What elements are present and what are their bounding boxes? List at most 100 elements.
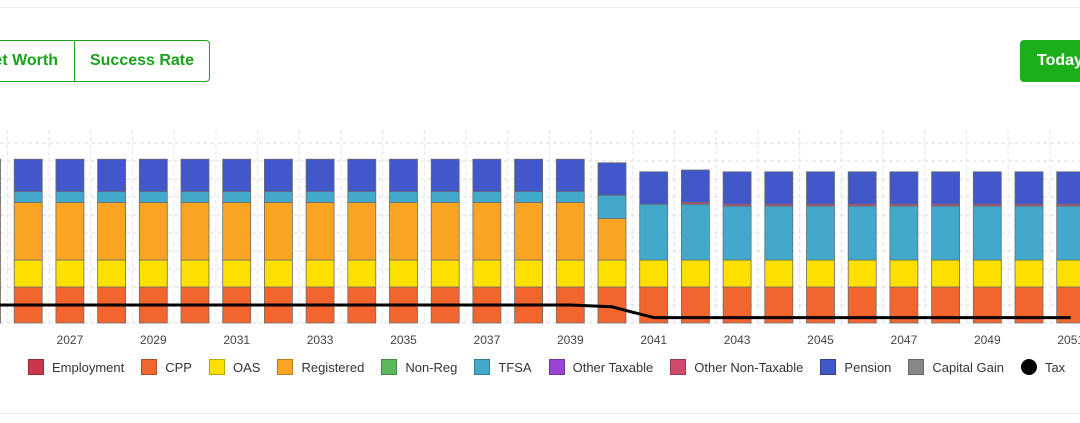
bar-segment-oas-2043 [722,259,752,288]
bar-segment-tfsa-2034 [347,191,377,203]
bar-segment-pension-2033 [305,158,335,193]
bar-segment-oas-2041 [639,259,669,288]
legend-item-pension[interactable]: Pension [820,359,891,375]
bar-segment-tfsa-2040 [597,194,627,219]
bar-segment-oas-2035 [389,259,418,288]
bar-segment-tfsa-2047 [889,205,919,261]
bar-segment-oas-2050 [1014,259,1044,288]
bar-segment-tfsa-2027 [55,191,85,203]
bar-segment-oas-2042 [681,259,710,288]
legend-swatch [474,359,491,375]
bar-segment-oas-2032 [263,259,293,288]
legend-item-capital-gain[interactable]: Capital Gain [908,359,1004,375]
x-tick-label: 2051 [1057,333,1080,347]
x-tick-label: 2035 [390,333,417,347]
legend-swatch [1020,359,1037,375]
x-tick-label: 2029 [140,333,167,347]
bar-segment-pension-2044 [764,171,794,205]
x-tick-label: 2033 [307,333,334,347]
bar-segment-pension-2046 [847,171,877,205]
legend-swatch [820,359,837,375]
bar-segment-tfsa-2037 [472,191,502,203]
bar-segment-pension-2029 [138,158,168,193]
legend-label: Employment [52,359,125,375]
legend-swatch [277,359,294,375]
bar-segment-registered-2026 [13,202,43,261]
bar-segment-oas-2040 [597,259,627,288]
bar-segment-oas-2033 [305,259,335,288]
bar-segment-pension-2030 [180,158,210,193]
legend-label: Capital Gain [932,359,1004,375]
bar-segment-pension-2025 [0,158,1,193]
x-tick-label: 2037 [474,333,501,347]
legend-swatch [548,359,565,375]
bar-segment-tfsa-2042 [681,203,710,261]
tax-line [0,303,1071,320]
bar-segment-registered-2037 [472,202,502,261]
bar-segment-pension-2041 [639,171,669,205]
bar-segment-oas-2038 [514,259,543,288]
bar-segment-tfsa-2032 [263,191,293,203]
legend-swatch [141,359,158,375]
bar-segment-oas-2044 [764,259,794,288]
bar-segment-oas-2046 [847,259,877,288]
bar-segment-oas-2027 [55,259,85,288]
bar-segment-tfsa-2050 [1014,205,1044,261]
chart-legend: Employment CPP OAS Registered Non-Reg TFSA Oth… [28,359,1080,375]
bar-segment-registered-2027 [55,202,85,261]
legend-item-oas[interactable]: OAS [208,359,261,375]
bar-segment-pension-2045 [806,171,835,205]
legend-item-non-reg[interactable]: Non-Reg [381,359,457,375]
bar-segment-registered-2028 [97,202,126,261]
bar-segment-registered-2029 [138,202,168,261]
legend-label: OAS [232,359,261,375]
x-tick-label: 2045 [807,333,834,347]
legend-label: Other Non-Taxable [694,359,804,375]
bar-segment-registered-2032 [263,202,293,261]
bar-segment-pension-2037 [472,158,502,193]
bar-segment-oas-2029 [138,259,168,288]
bar-segment-registered-2039 [555,202,585,261]
bar-segment-oas-2049 [972,259,1002,288]
today-button[interactable]: Today [1020,40,1080,82]
bar-segment-registered-2025 [0,202,1,261]
legend-item-tfsa[interactable]: TFSA [474,359,532,375]
net-worth-tab[interactable]: Net Worth [0,52,58,69]
bar-segment-pension-2036 [430,158,460,193]
bar-segment-pension-2047 [889,171,919,205]
bar-segment-pension-2050 [1014,171,1044,205]
bar-segment-pension-2043 [722,171,752,205]
bar-segment-oas-2048 [931,259,960,288]
view-toggle-group: Net Worth Success Rate [0,40,210,82]
bar-segment-pension-2027 [55,158,85,193]
bar-segment-pension-2035 [389,158,418,193]
bar-segment-pension-2042 [681,169,710,203]
legend-item-other-taxable[interactable]: Other Taxable [548,359,654,375]
legend-label: CPP [165,359,192,375]
legend-item-employment[interactable]: Employment [28,359,124,375]
bar-segment-oas-2030 [180,259,210,288]
bar-segment-pension-2034 [347,158,377,193]
legend-swatch [381,359,398,375]
legend-item-cpp[interactable]: CPP [141,359,192,375]
bar-segment-pension-2026 [13,158,43,193]
bar-segment-tfsa-2043 [722,205,752,261]
legend-item-tax[interactable]: Tax [1020,359,1066,375]
bar-segment-oas-2045 [806,259,835,288]
legend-item-other-non-taxable[interactable]: Other Non-Taxable [670,359,803,375]
bar-segment-tfsa-2033 [305,191,335,203]
legend-swatch [908,359,925,375]
bar-segment-tfsa-2051 [1056,205,1080,261]
bar-segment-oas-2039 [555,259,585,288]
legend-swatch [670,359,687,375]
legend-label: Other Taxable [572,359,654,375]
bar-segment-tfsa-2038 [514,191,543,203]
x-tick-label: 2047 [891,333,918,347]
legend-label: Tax [1044,359,1066,375]
bar-segment-pension-2031 [222,158,252,193]
x-tick-label: 2039 [557,333,584,347]
bar-segment-tfsa-2039 [555,191,585,203]
top-divider [0,7,1080,8]
success-rate-tab[interactable]: Success Rate [74,41,209,81]
legend-item-registered[interactable]: Registered [277,359,364,375]
